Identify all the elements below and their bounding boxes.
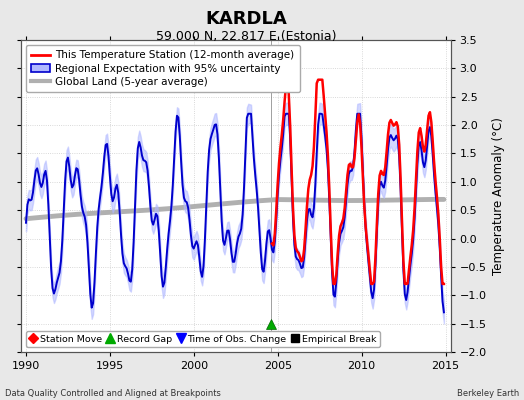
- Text: 59.000 N, 22.817 E (Estonia): 59.000 N, 22.817 E (Estonia): [156, 30, 336, 43]
- Text: Data Quality Controlled and Aligned at Breakpoints: Data Quality Controlled and Aligned at B…: [5, 389, 221, 398]
- Y-axis label: Temperature Anomaly (°C): Temperature Anomaly (°C): [493, 117, 505, 275]
- Text: Berkeley Earth: Berkeley Earth: [456, 389, 519, 398]
- Legend: Station Move, Record Gap, Time of Obs. Change, Empirical Break: Station Move, Record Gap, Time of Obs. C…: [26, 331, 380, 347]
- Text: KARDLA: KARDLA: [205, 10, 287, 28]
